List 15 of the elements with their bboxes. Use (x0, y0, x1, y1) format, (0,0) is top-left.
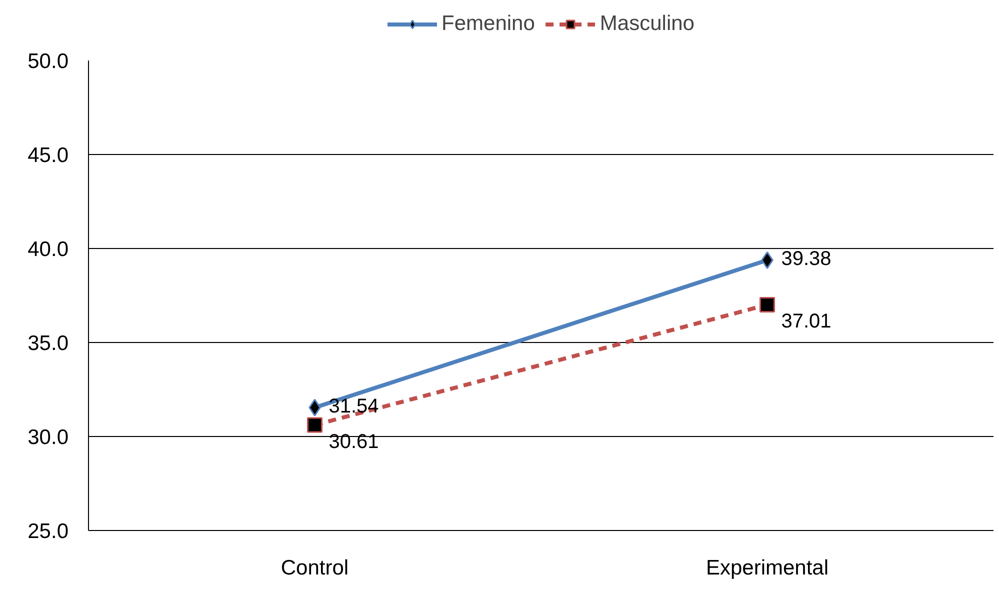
y-tick-label: 25.0 (28, 520, 69, 543)
y-tick-label: 50.0 (28, 50, 69, 73)
point (760, 296, 775, 312)
point (307, 417, 322, 433)
x-tick-label: Control (280, 556, 349, 580)
y-tick-label: 40.0 (28, 238, 69, 261)
data-label: 31.54 (328, 396, 379, 418)
y-tick-label: 45.0 (28, 144, 69, 167)
y-tick-label: 30.0 (28, 426, 69, 449)
legend-label: Femenino (442, 12, 535, 36)
data-label: 39.38 (781, 248, 832, 270)
legend-label: Masculino (600, 12, 694, 36)
data-label: 37.01 (781, 310, 832, 333)
y-tick-label: 35.0 (28, 332, 69, 355)
x-tick-label: Experimental (706, 556, 829, 580)
